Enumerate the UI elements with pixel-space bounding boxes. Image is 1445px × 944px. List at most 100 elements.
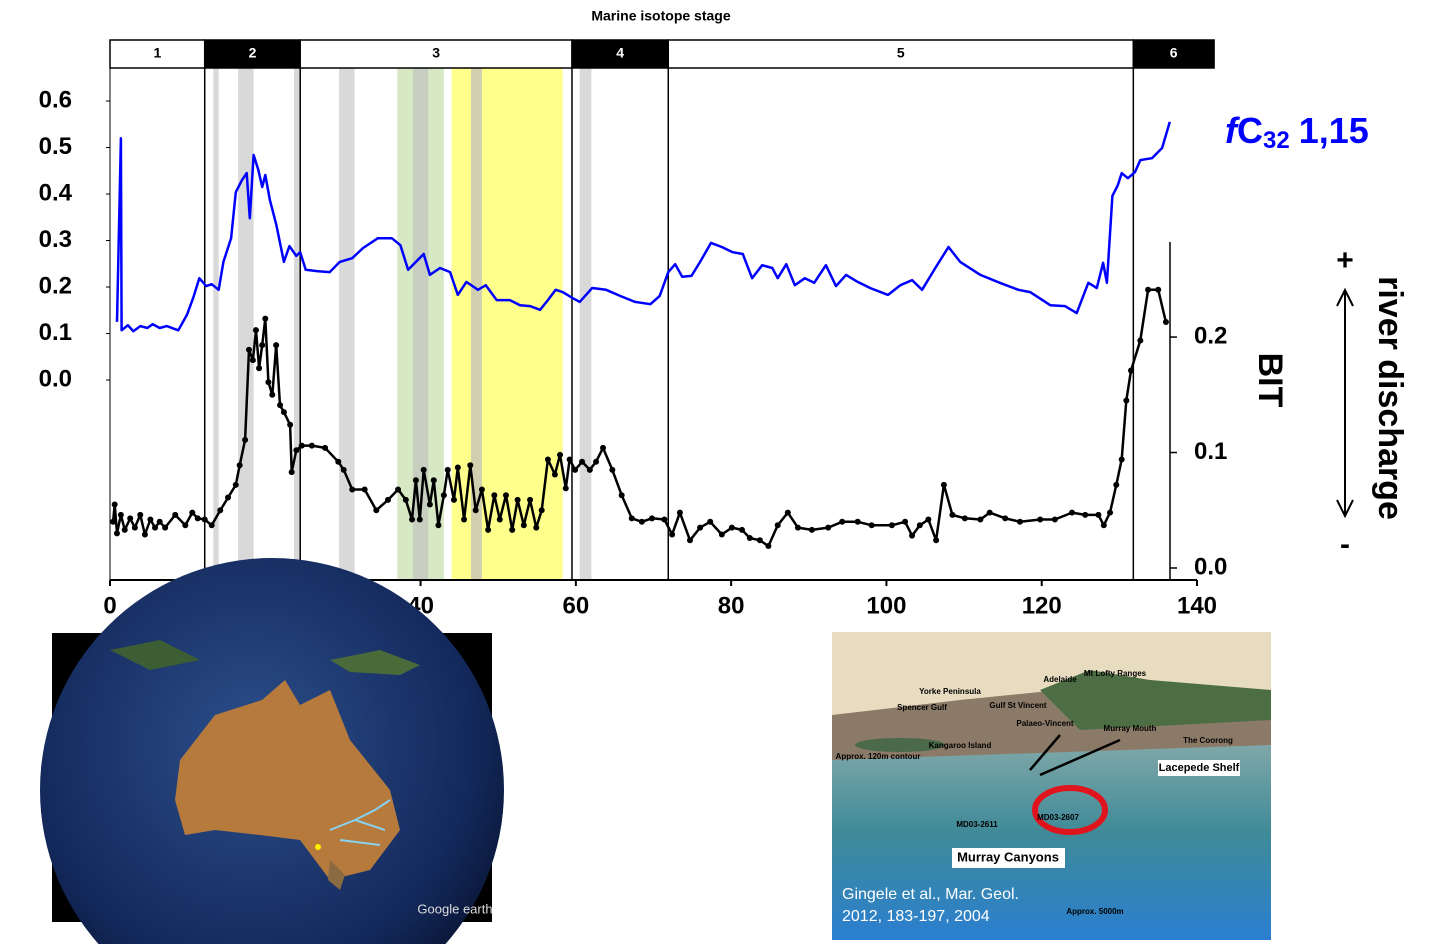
point <box>586 466 593 473</box>
point <box>113 530 120 537</box>
stage-label: 3 <box>432 45 440 61</box>
point <box>562 485 569 492</box>
point <box>977 516 984 523</box>
point <box>162 524 169 531</box>
point <box>182 522 189 529</box>
band <box>294 68 301 580</box>
point <box>172 511 179 518</box>
point <box>1113 481 1120 488</box>
point <box>1100 522 1107 529</box>
point <box>551 471 558 478</box>
point <box>273 342 280 349</box>
point <box>201 516 208 523</box>
palaeo-rivers <box>1029 734 1121 777</box>
inset-label: Lacepede Shelf <box>1159 762 1240 774</box>
point <box>373 507 380 514</box>
citation: Gingele et al., Mar. Geol. <box>842 886 1019 903</box>
point <box>232 481 239 488</box>
point <box>566 456 573 463</box>
plot: 1234560204060801001201400.00.10.20.30.40… <box>39 39 1409 619</box>
point <box>478 486 485 493</box>
y2-tick-label: 0.2 <box>1194 322 1227 349</box>
inset-label: Adelaide <box>1043 675 1077 684</box>
rivers <box>329 799 391 846</box>
y-tick-label: 0.4 <box>39 179 73 206</box>
point <box>259 342 266 349</box>
point <box>839 518 846 525</box>
point <box>697 524 704 531</box>
point <box>1162 319 1169 326</box>
plus-sign: + <box>1336 244 1354 277</box>
point <box>236 462 243 469</box>
point <box>265 379 272 386</box>
point <box>245 346 252 353</box>
y-tick-label: 0.1 <box>39 319 72 346</box>
series-label-part: 32 <box>1263 127 1290 154</box>
band <box>471 68 482 580</box>
point <box>514 496 521 503</box>
point <box>416 516 423 523</box>
point <box>262 315 269 322</box>
series-line <box>111 288 1168 548</box>
point <box>435 522 442 529</box>
point <box>252 327 259 334</box>
point <box>467 462 474 469</box>
x-tick-label: 100 <box>866 592 906 619</box>
point <box>454 464 461 471</box>
point <box>141 531 148 538</box>
point <box>208 522 215 529</box>
stage-label: 4 <box>616 45 624 61</box>
point <box>961 515 968 522</box>
point <box>137 511 144 518</box>
point <box>293 447 300 454</box>
point <box>322 444 329 451</box>
point <box>461 516 468 523</box>
inset-label: Spencer Gulf <box>897 703 947 712</box>
x-tick-label: 60 <box>563 592 590 619</box>
point <box>426 501 433 508</box>
point <box>189 509 196 516</box>
new-guinea <box>330 650 420 675</box>
point <box>707 518 714 525</box>
inset-label: MD03-2607 <box>1037 813 1079 822</box>
point <box>256 365 263 372</box>
label-box <box>1158 760 1240 776</box>
point <box>1082 511 1089 518</box>
point <box>156 518 163 525</box>
point <box>916 522 923 529</box>
y2-tick-label: 0.0 <box>1194 553 1227 580</box>
point <box>194 515 201 522</box>
stage-label: 2 <box>249 45 257 61</box>
site-circle <box>1032 785 1108 835</box>
indonesia <box>110 640 200 670</box>
point <box>1016 518 1023 525</box>
point <box>686 537 693 544</box>
point <box>509 526 516 533</box>
stage-label: 5 <box>897 45 905 61</box>
point <box>491 492 498 499</box>
y2-axis-label: BIT <box>1251 353 1289 408</box>
point <box>538 507 545 514</box>
point <box>600 444 607 451</box>
point <box>986 509 993 516</box>
point <box>593 458 600 465</box>
point <box>269 391 276 398</box>
stage-box <box>667 39 1135 69</box>
stage-box <box>203 39 301 69</box>
point <box>1128 367 1135 374</box>
tasmania <box>328 860 345 890</box>
point <box>340 466 347 473</box>
series-label-part: f <box>1225 110 1240 151</box>
point <box>765 543 772 550</box>
band <box>213 68 219 580</box>
point <box>527 496 534 503</box>
point <box>628 515 635 522</box>
point <box>444 466 451 473</box>
arrow-head <box>1336 287 1354 519</box>
kangaroo-island <box>855 738 945 752</box>
point <box>854 518 861 525</box>
band <box>579 68 592 580</box>
point <box>1068 509 1075 516</box>
point <box>774 522 781 529</box>
